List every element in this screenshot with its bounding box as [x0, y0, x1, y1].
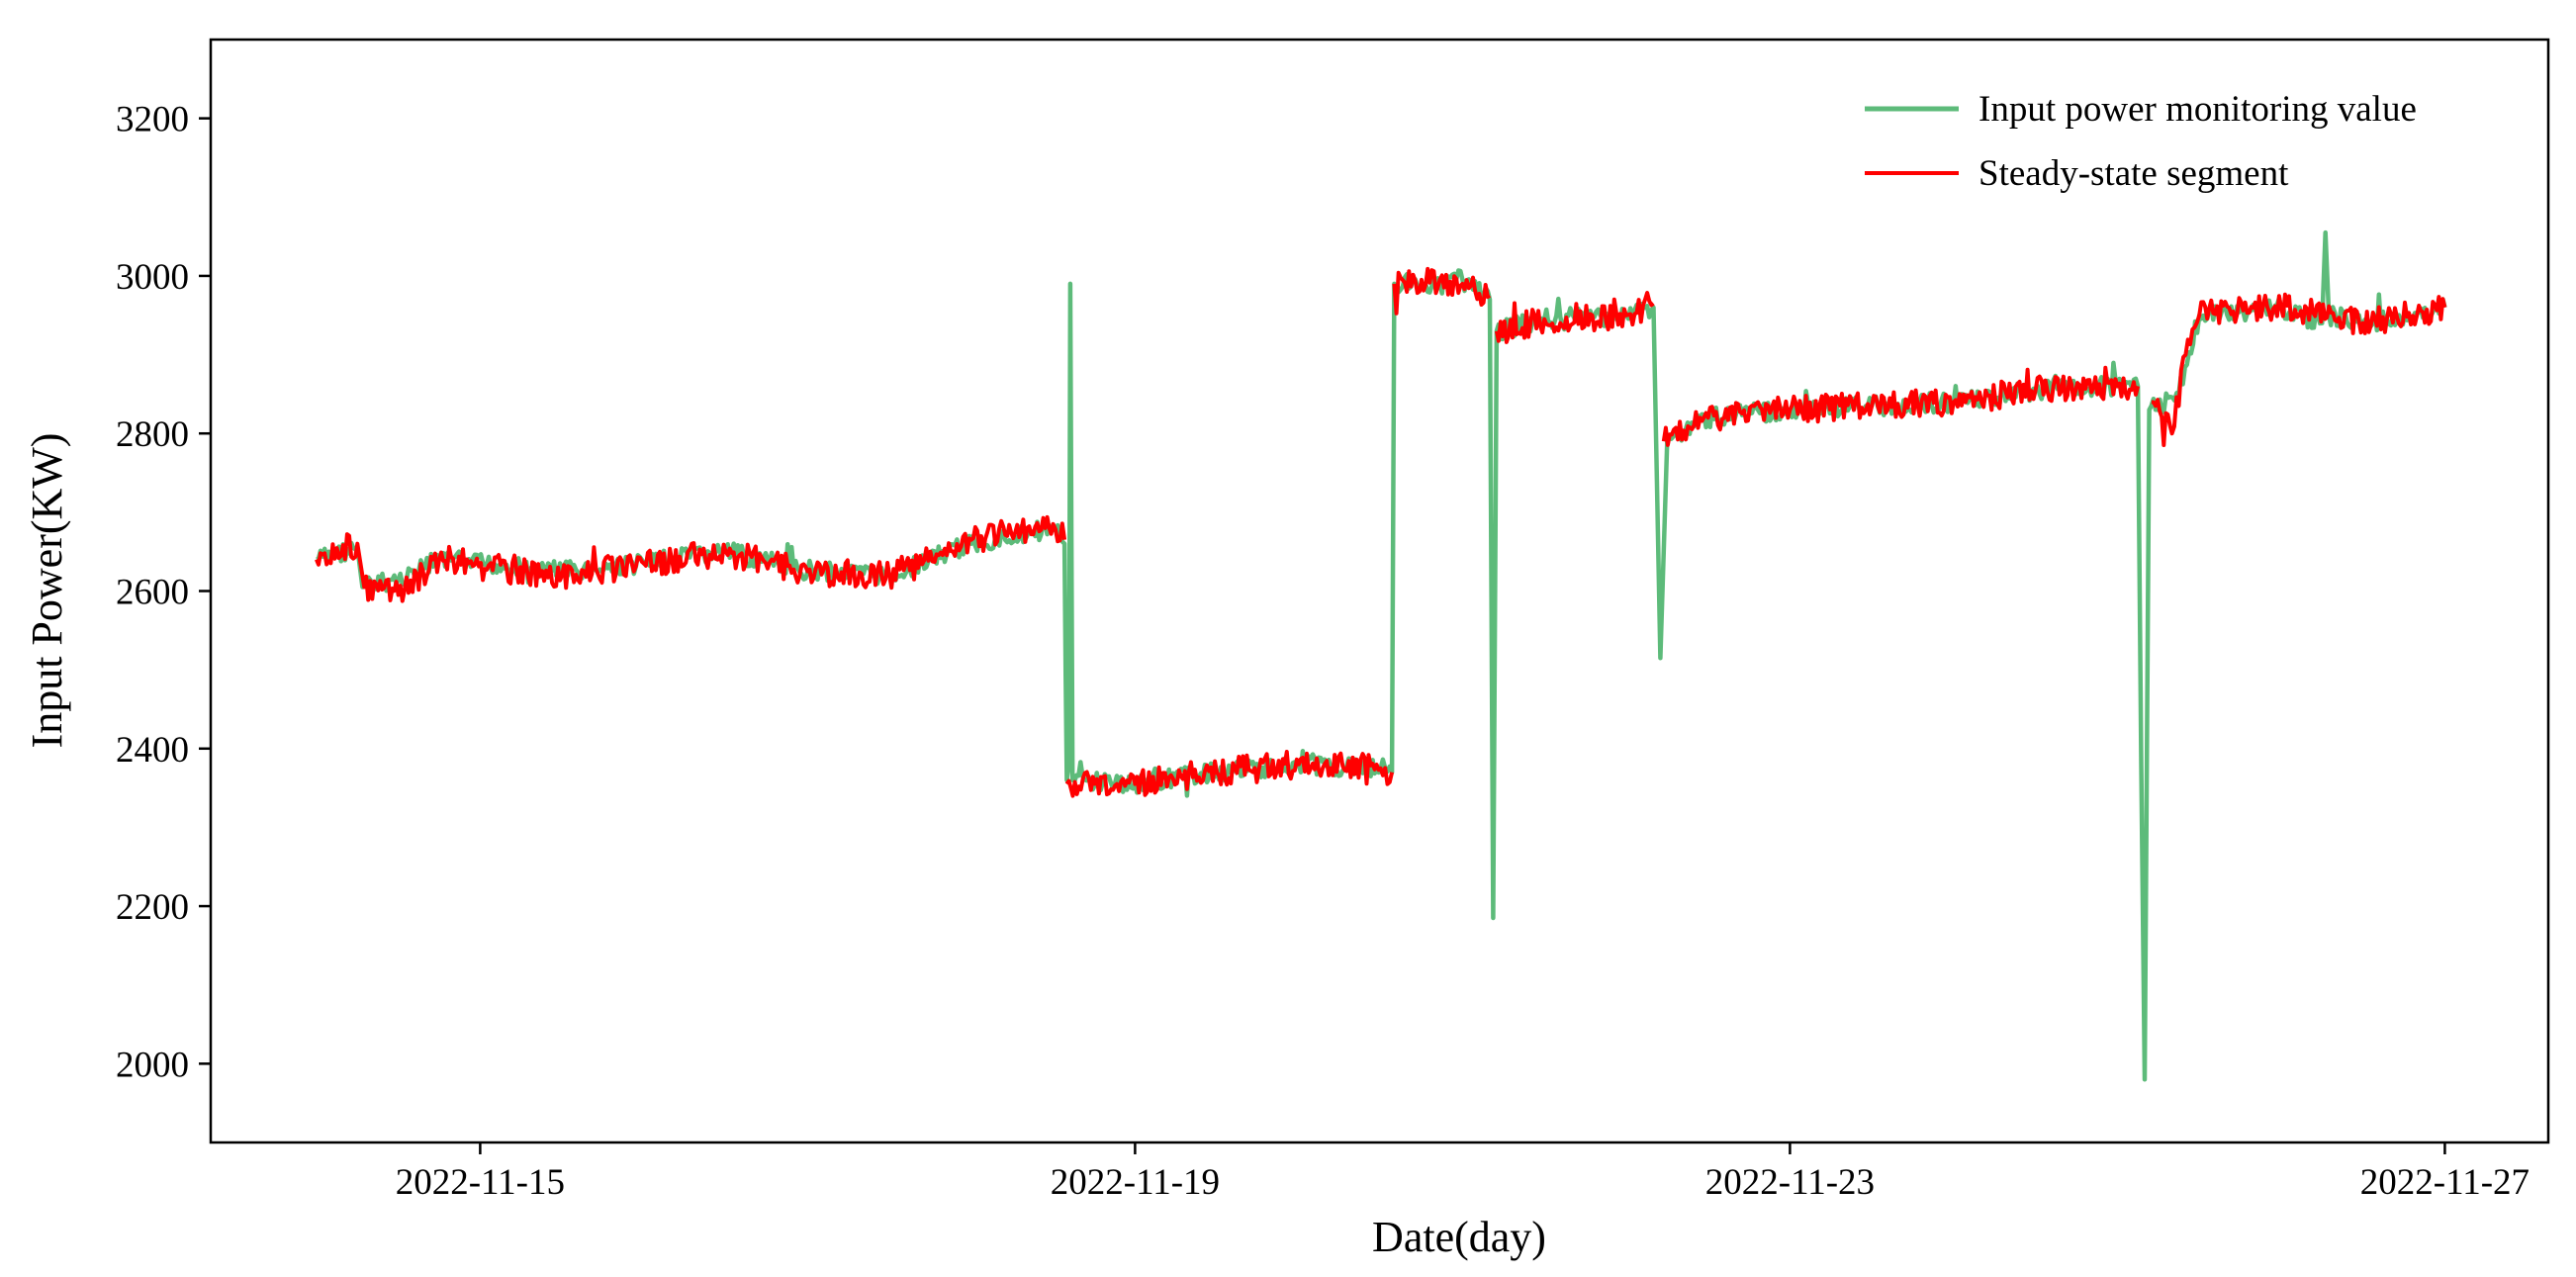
y-tick-label: 2000: [116, 1045, 189, 1085]
series-line-steady-state: [1392, 266, 1492, 316]
y-axis-label: Input Power(KW): [23, 433, 71, 749]
series-line-steady-state: [1064, 750, 1395, 798]
series-line-monitoring: [316, 229, 2447, 1082]
legend-label-monitoring: Input power monitoring value: [1978, 89, 2417, 130]
y-axis-ticks: 2000 2200 2400 2600 2800 3000 3200: [116, 100, 211, 1085]
series-line-steady-state: [315, 514, 1067, 603]
y-tick-label: 3000: [116, 257, 189, 298]
y-tick-label: 2600: [116, 573, 189, 613]
x-tick-label: 2022-11-27: [2360, 1162, 2530, 1203]
legend: Input power monitoring value Steady-stat…: [1865, 89, 2417, 194]
x-axis-label: Date(day): [1372, 1213, 1546, 1261]
x-tick-label: 2022-11-15: [396, 1162, 565, 1203]
series-line-steady-state: [1661, 365, 2141, 447]
x-tick-label: 2022-11-23: [1705, 1162, 1875, 1203]
series-line-steady-state: [2151, 292, 2447, 447]
y-tick-label: 2800: [116, 414, 189, 455]
x-tick-label: 2022-11-19: [1051, 1162, 1220, 1203]
y-tick-label: 2200: [116, 887, 189, 928]
y-tick-label: 2400: [116, 730, 189, 771]
plot-area-frame: [209, 38, 2550, 1144]
series-line-steady-state: [1494, 291, 1655, 344]
series-layer: [315, 229, 2447, 1082]
legend-label-steady-state: Steady-state segment: [1978, 153, 2289, 194]
x-axis-ticks: 2022-11-15 2022-11-19 2022-11-23 2022-11-27: [396, 1142, 2530, 1203]
y-tick-label: 3200: [116, 100, 189, 140]
